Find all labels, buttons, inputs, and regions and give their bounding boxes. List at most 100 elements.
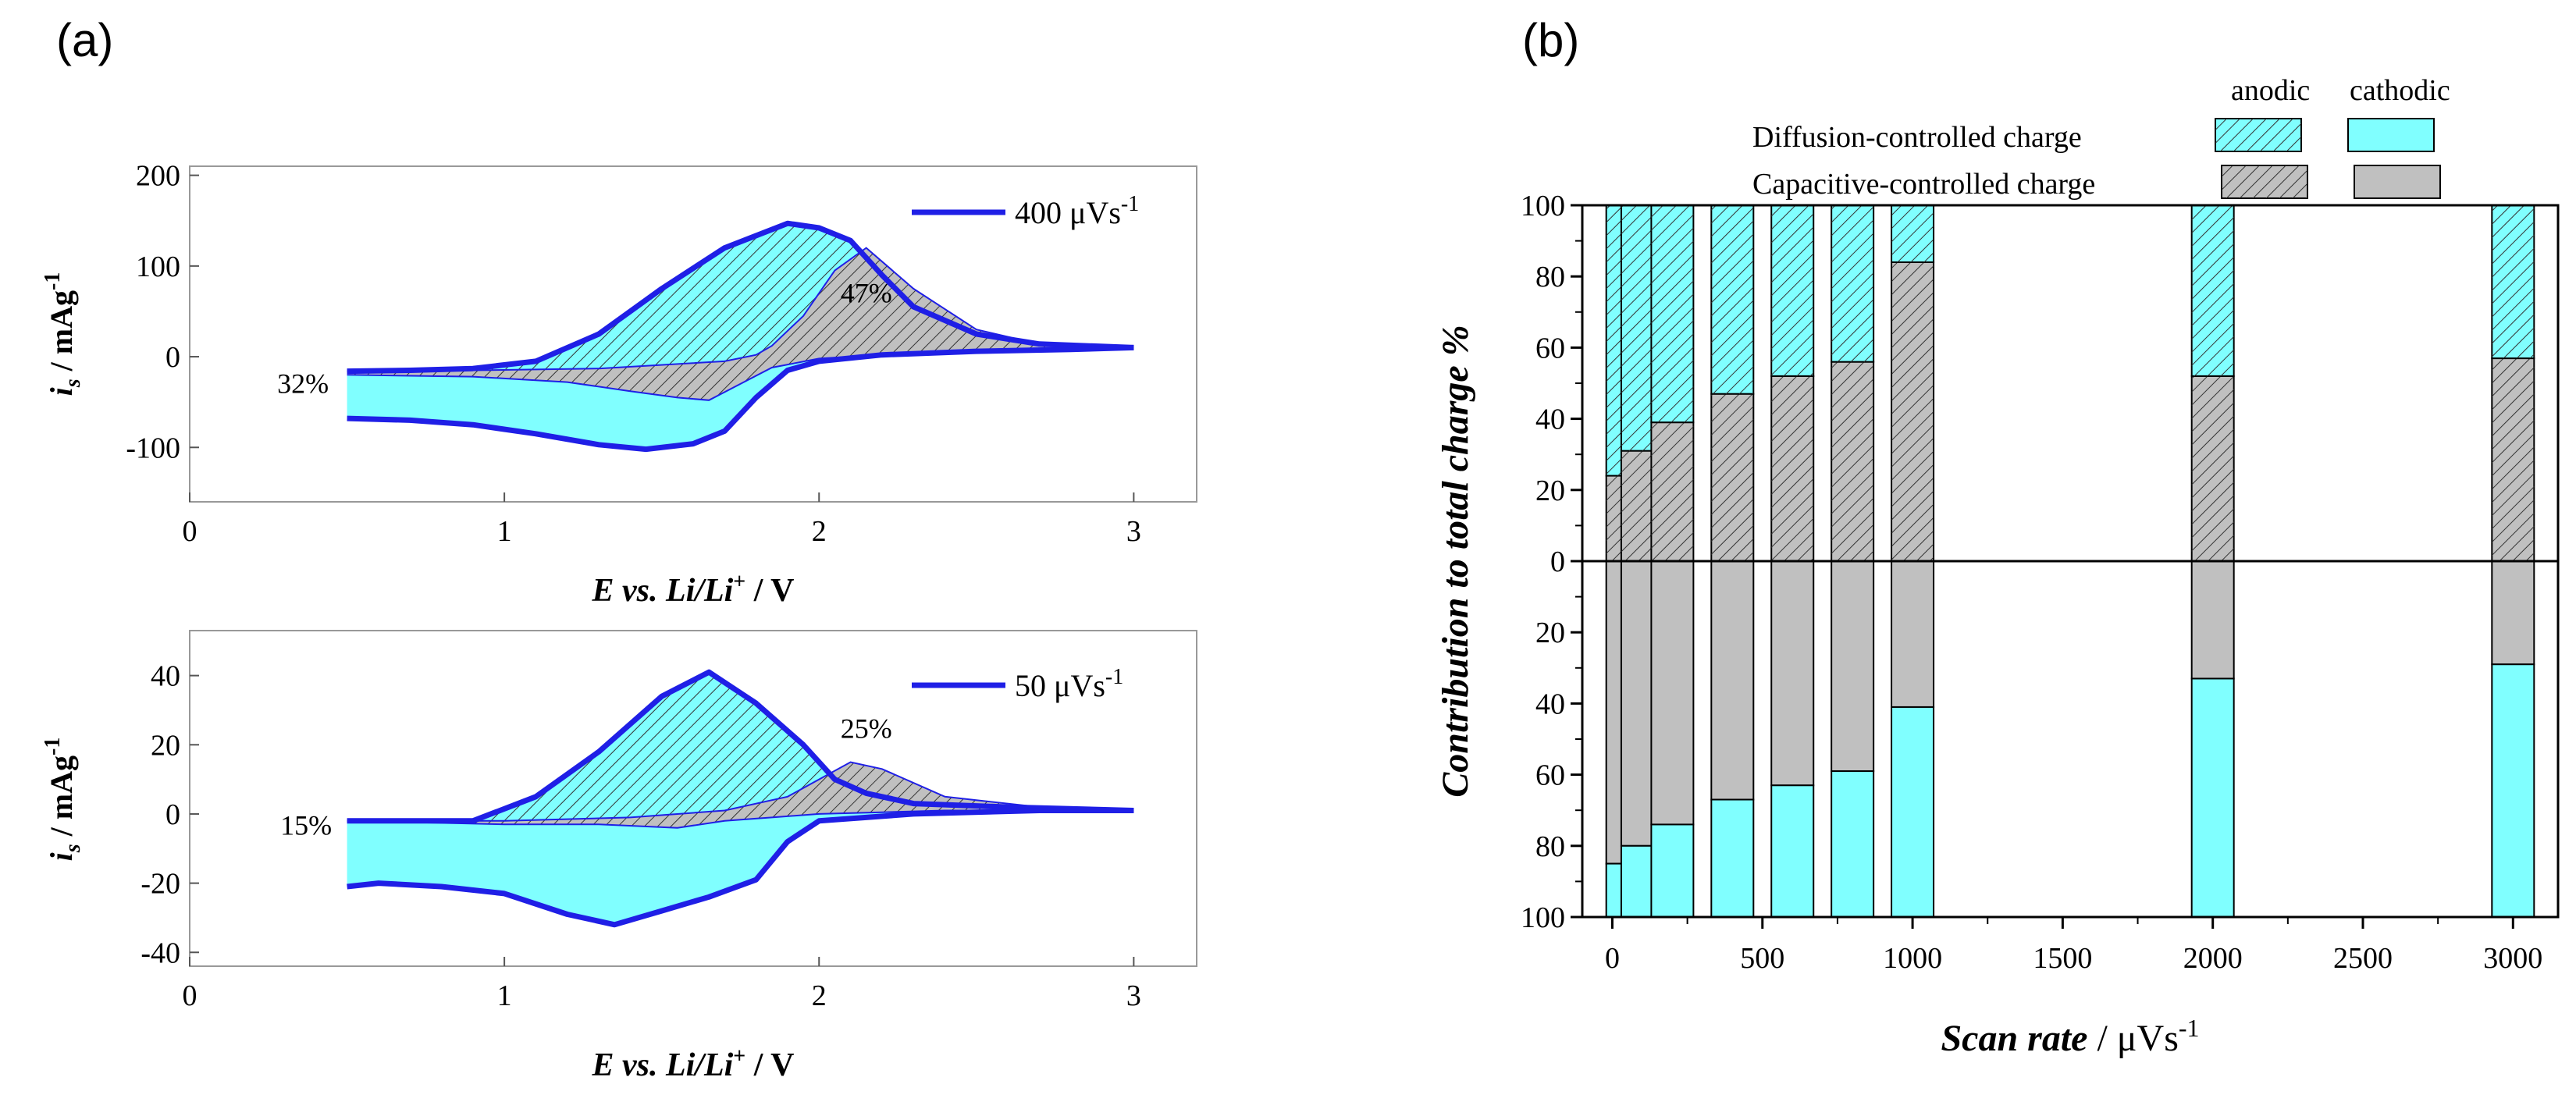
bar-hatch <box>1711 205 1754 394</box>
capacitive-cathodic-line <box>347 809 1134 829</box>
bar-cathodic-capacitive <box>2190 560 2235 680</box>
bar-cathodic-diffusion <box>1891 706 1935 919</box>
y-tick-label: 100 <box>1521 190 1565 222</box>
curves <box>347 220 1134 453</box>
bar-cathodic-diffusion <box>1831 770 1875 918</box>
legend-label: 50 μVs-1 <box>1015 665 1123 703</box>
diffusion-cathodic-area <box>347 347 1134 450</box>
bar-cathodic-capacitive <box>1891 560 1935 708</box>
total-anodic-line <box>347 220 1134 375</box>
bar-hatch <box>1771 375 1814 561</box>
bar-cathodic-diffusion <box>2491 663 2535 918</box>
axis-ticks: 0 1 2 3 -40 -20 0 20 40 <box>141 660 1141 1012</box>
bar-hatch <box>2492 358 2535 561</box>
y-tick-label: -40 <box>141 937 180 969</box>
legend-label: 400 μVs-1 <box>1015 192 1139 230</box>
bar-hatch <box>1891 205 1934 262</box>
percentage-annotation: 32% <box>277 368 329 400</box>
bar-cathodic-capacitive <box>1770 560 1815 787</box>
legend-swatch-hatch <box>2222 165 2307 198</box>
x-tick-label: 0 <box>1605 942 1620 975</box>
x-tick-label: 2 <box>812 515 827 548</box>
fill-areas <box>347 223 1134 450</box>
diffusion-cathodic-area <box>347 810 1134 925</box>
plot-frame <box>189 630 1197 967</box>
y-tick-label: 100 <box>1521 901 1565 934</box>
x-tick-label: 1000 <box>1883 942 1942 975</box>
panel-label-a: (a) <box>56 14 113 66</box>
y-tick-label: 60 <box>1535 332 1565 364</box>
bar-cathodic-diffusion <box>1770 784 1815 919</box>
total-cathodic-line <box>347 344 1134 453</box>
x-axis-label: Scan rate / μVs-1 <box>1941 1014 2199 1059</box>
bars <box>1605 204 2535 919</box>
x-tick-label: 2 <box>812 979 827 1012</box>
legend-row-capacitive: Capacitive-controlled charge <box>1752 168 2095 201</box>
bar-cathodic-diffusion <box>1710 798 1755 919</box>
bar-hatch <box>1891 261 1934 561</box>
x-axis-label: E vs. Li/Li+ / V <box>591 570 794 609</box>
y-axis-label: is / mAg-1 <box>41 272 85 396</box>
legend-swatch-hatch <box>2215 119 2301 151</box>
y-tick-label: 40 <box>1535 688 1565 720</box>
bar-hatch <box>1831 361 1874 561</box>
x-tick-label: 0 <box>183 979 197 1012</box>
total-anodic-line <box>347 669 1134 824</box>
legend-swatch-diffusion-cathodic <box>2347 118 2435 152</box>
y-tick-label: 0 <box>165 798 180 831</box>
y-tick-label: 80 <box>1535 261 1565 293</box>
axis-ticks: 0 1 2 3 -100 0 100 200 <box>126 160 1141 548</box>
bar-plot-contribution: 0 500 1000 1500 2000 2500 3000 100 80 60 40 20 0 20 40… <box>1435 74 2560 1059</box>
diffusion-anodic-hatch <box>347 223 1134 371</box>
x-axis-label: E vs. Li/Li+ / V <box>591 1044 794 1083</box>
y-tick-label: 40 <box>1535 403 1565 436</box>
y-tick-label: 0 <box>1550 546 1565 578</box>
x-tick-label: 1500 <box>2033 942 2092 975</box>
bar-cathodic-diffusion <box>1650 823 1695 918</box>
capacitive-hatch <box>347 247 1134 400</box>
x-tick-label: 2000 <box>2183 942 2243 975</box>
bar-cathodic-capacitive <box>2491 560 2535 666</box>
legend-header-cathodic: cathodic <box>2350 74 2450 107</box>
bar-cathodic-capacitive <box>1831 560 1875 773</box>
x-tick-label: 1 <box>497 979 512 1012</box>
bar-hatch <box>2191 205 2234 376</box>
y-tick-label: 20 <box>1535 617 1565 649</box>
bar-cathodic-capacitive <box>1710 560 1755 801</box>
percentage-annotation: 15% <box>280 810 332 841</box>
y-tick-label: 0 <box>165 341 180 374</box>
annotations: 47% 32% <box>277 277 892 399</box>
x-tick-label: 1 <box>497 515 512 548</box>
bar-hatch <box>2191 375 2234 561</box>
bar-hatch <box>1651 205 1694 423</box>
bar-hatch <box>2492 205 2535 359</box>
y-axis-label: Contribution to total charge % <box>1435 325 1476 797</box>
x-tick-label: 2500 <box>2333 942 2393 975</box>
cv-plot-50: 0 1 2 3 -40 -20 0 20 40 25% 15% 50 μVs-1 is / mAg… <box>41 630 1197 1083</box>
x-tick-label: 0 <box>183 515 197 548</box>
axis-ticks: 0 500 1000 1500 2000 2500 3000 100 80 60 40 20 0 20 40… <box>1521 190 2542 975</box>
y-tick-label: -100 <box>126 432 180 464</box>
total-cathodic-line <box>347 808 1134 928</box>
y-tick-label: 200 <box>136 160 180 193</box>
y-tick-label: 60 <box>1535 759 1565 792</box>
y-tick-label: 80 <box>1535 830 1565 863</box>
bar-cathodic-diffusion <box>2190 677 2235 918</box>
legend-swatch-capacitive-cathodic <box>2354 165 2441 199</box>
diffusion-anodic-hatch <box>347 672 1134 821</box>
x-tick-label: 500 <box>1740 942 1784 975</box>
y-tick-label: -20 <box>141 868 180 901</box>
legend-header-anodic: anodic <box>2231 74 2310 107</box>
percentage-annotation: 25% <box>841 713 892 744</box>
panel-label-b: (b) <box>1522 14 1579 66</box>
y-axis-label: is / mAg-1 <box>41 738 85 862</box>
x-tick-label: 3 <box>1126 979 1141 1012</box>
bar-cathodic-capacitive <box>1650 560 1695 826</box>
y-tick-label: 20 <box>151 729 180 762</box>
y-tick-label: 100 <box>136 251 180 283</box>
percentage-annotation: 47% <box>841 277 892 308</box>
x-tick-label: 3000 <box>2483 942 2542 975</box>
bar-hatch <box>1771 205 1814 376</box>
legend-row-diffusion: Diffusion-controlled charge <box>1752 121 2082 154</box>
